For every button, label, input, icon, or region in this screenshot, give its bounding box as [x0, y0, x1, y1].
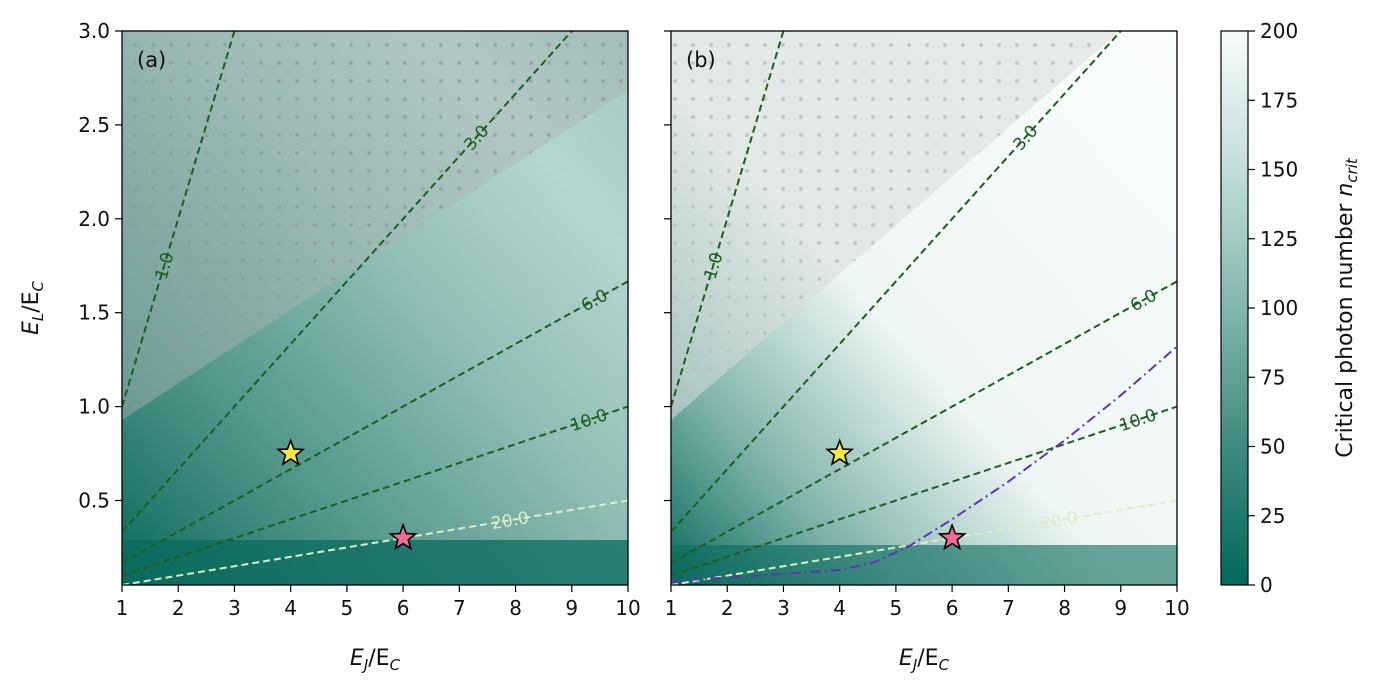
grey-region-b — [671, 31, 1120, 420]
y-tick-label: 2.5 — [78, 113, 110, 137]
xlabel-a: EJ/EC — [350, 646, 401, 674]
colorbar-tick-label: 125 — [1260, 227, 1298, 251]
xticks-b: 1 2 3 4 5 6 7 8 9 10 — [665, 585, 1190, 620]
x-tick-label: 5 — [341, 596, 354, 620]
x-tick-label: 6 — [946, 596, 959, 620]
x-tick-label: 9 — [565, 596, 578, 620]
contour-line-10.0 — [671, 405, 1177, 577]
colorbar-tick-label: 100 — [1260, 296, 1298, 320]
x-tick-label: 8 — [509, 596, 522, 620]
colorbar-tick-label: 25 — [1260, 504, 1285, 528]
pink-star-marker — [937, 522, 967, 551]
x-tick-label: 2 — [172, 596, 185, 620]
colorbar-tick-label: 150 — [1260, 158, 1298, 182]
colorbar-gradient — [1220, 30, 1249, 586]
colorbar-tick-label: 175 — [1260, 88, 1298, 112]
bottom-band-b — [671, 545, 1177, 585]
x-tick-label: 1 — [665, 596, 678, 620]
boundary-curve — [671, 345, 1177, 583]
x-tick-label: 4 — [833, 596, 846, 620]
pink-star-marker — [388, 522, 418, 551]
colorbar-ticks: 0 25 50 75 100 125 150 175 200 — [1248, 19, 1298, 597]
x-tick-label: 8 — [1058, 596, 1071, 620]
contour-line-3.0 — [122, 31, 574, 533]
x-tick-label: 1 — [116, 596, 129, 620]
yticks-b — [664, 30, 671, 502]
panel-label-a: (a) — [137, 48, 166, 72]
colorbar-tick-label: 0 — [1260, 573, 1273, 597]
grey-region-a — [122, 31, 628, 420]
panel-b: 1.03.06.010.020.0 (b) 1 2 3 4 5 6 7 8 9 10 EJ/EC — [664, 30, 1190, 674]
yticks-a: 0.5 1.0 1.5 2.0 2.5 3.0 — [78, 19, 122, 512]
x-tick-label: 2 — [721, 596, 734, 620]
x-tick-label: 4 — [284, 596, 297, 620]
x-tick-label: 10 — [1164, 596, 1189, 620]
yellow-star-marker — [276, 438, 306, 466]
xlabel-b: EJ/EC — [899, 646, 950, 674]
x-tick-label: 10 — [615, 596, 640, 620]
xticks-a: 1 2 3 4 5 6 7 8 9 10 — [116, 585, 641, 620]
contour-line-20.0 — [122, 499, 628, 585]
panel-a: 1.03.06.010.020.0 (a) 1 2 3 4 5 6 7 8 9 10 0.51.0… — [19, 19, 641, 674]
bottom-band-a — [122, 540, 628, 585]
colorbar: 0 25 50 75 100 125 150 175 200 Critical photon n… — [1220, 19, 1361, 597]
markers-b — [825, 438, 967, 551]
x-tick-label: 9 — [1114, 596, 1127, 620]
y-tick-label: 1.0 — [78, 395, 110, 419]
markers-a — [276, 438, 418, 551]
contour-line-6.0 — [671, 280, 1177, 564]
yellow-star-marker — [825, 438, 855, 466]
colorbar-tick-label: 200 — [1260, 19, 1298, 43]
frame-b — [670, 30, 1178, 586]
colorbar-tick-label: 50 — [1260, 435, 1285, 459]
contour-line-10.0 — [122, 405, 628, 577]
contour-line-20.0 — [671, 499, 1177, 585]
y-tick-label: 0.5 — [78, 488, 110, 512]
contour-line-6.0 — [122, 280, 628, 564]
x-tick-label: 5 — [890, 596, 903, 620]
frame-a — [121, 30, 629, 586]
x-tick-label: 6 — [397, 596, 410, 620]
y-tick-label: 1.5 — [78, 301, 110, 325]
x-tick-label: 3 — [777, 596, 790, 620]
colorbar-tick-label: 75 — [1260, 365, 1285, 389]
contour-line-3.0 — [671, 31, 1123, 533]
x-tick-label: 3 — [228, 596, 241, 620]
x-tick-label: 7 — [1002, 596, 1015, 620]
x-tick-label: 7 — [453, 596, 466, 620]
y-tick-label: 2.0 — [78, 207, 110, 231]
ylabel-a: EL/EC — [19, 280, 47, 335]
colorbar-label: Critical photon number ncrit — [1333, 157, 1361, 458]
panel-label-b: (b) — [686, 48, 716, 72]
y-tick-label: 3.0 — [78, 19, 110, 43]
